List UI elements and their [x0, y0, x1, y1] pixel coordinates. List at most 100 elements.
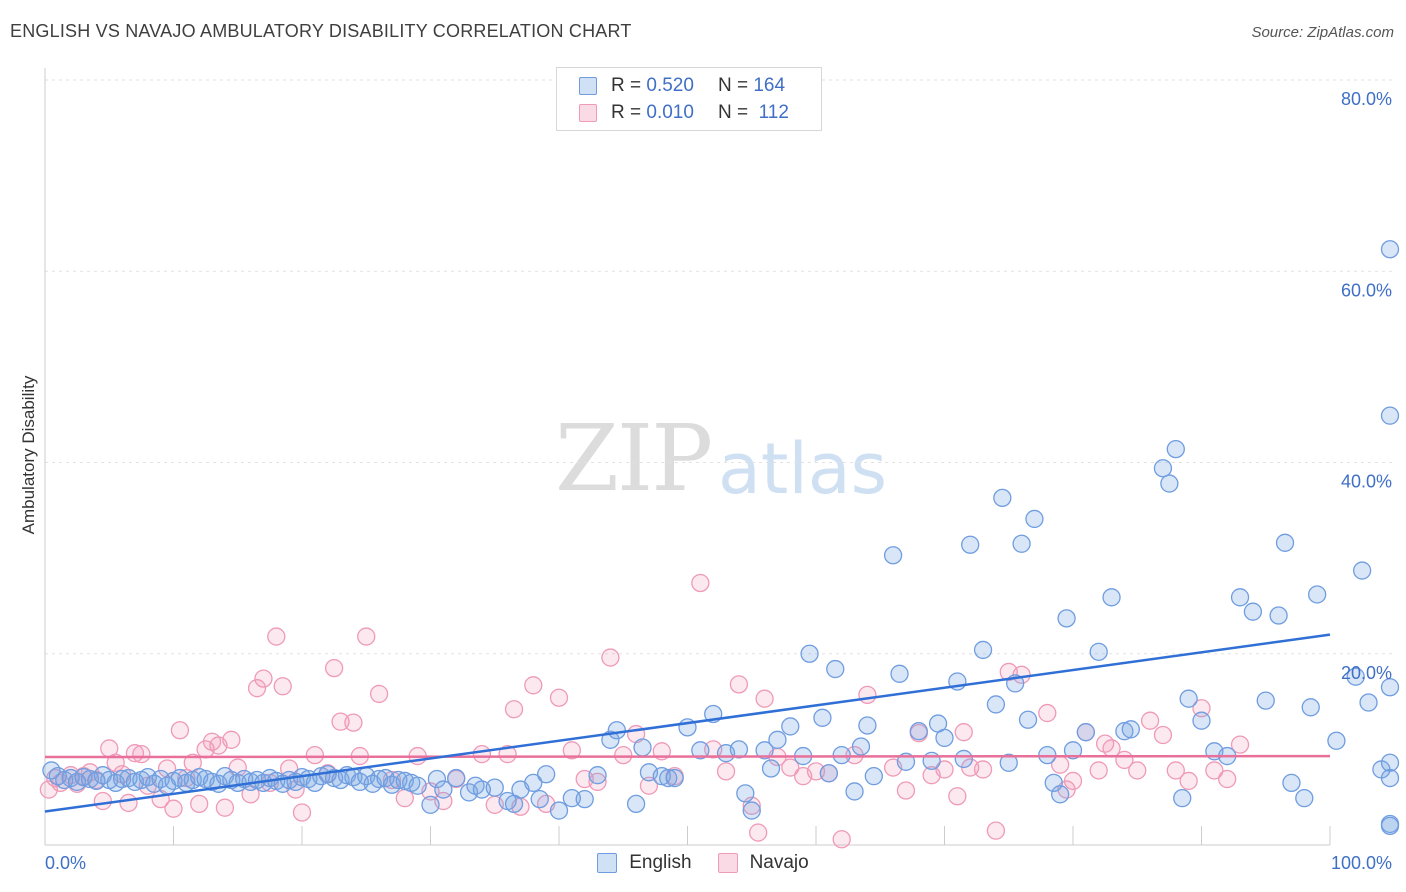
english-point: [781, 717, 800, 736]
english-point: [691, 741, 710, 760]
english-point: [1359, 693, 1378, 712]
english-point: [755, 741, 774, 760]
english-point: [659, 768, 678, 788]
series-legend: English Navajo: [0, 852, 1406, 874]
navajo-point: [273, 677, 292, 696]
english-point: [447, 768, 466, 788]
english-point: [1166, 439, 1185, 459]
english-point: [1352, 561, 1372, 580]
english-point: [883, 546, 903, 565]
english-point: [922, 751, 941, 770]
english-point: [761, 759, 781, 778]
legend-n-label: N =: [717, 102, 749, 123]
navajo-point: [305, 745, 325, 765]
english-point: [1179, 689, 1198, 708]
navajo-point: [1063, 771, 1083, 791]
navajo-point: [601, 648, 620, 667]
legend-r-english: 0.520: [646, 75, 694, 96]
english-point: [607, 721, 626, 740]
english-point: [1230, 588, 1250, 607]
english-legend-swatch: [597, 853, 618, 873]
navajo-point: [973, 760, 993, 779]
english-point: [1346, 667, 1365, 686]
english-point: [768, 730, 787, 749]
navajo-point: [1140, 711, 1160, 730]
navajo-point: [324, 658, 344, 678]
axis-labels: 20.0% 40.0% 60.0% 80.0% 0.0% 100.0% Ambulatory…: [19, 89, 1392, 873]
english-point: [665, 768, 684, 788]
correlation-legend: R = 0.520 N = 164 R = 0.010 N = 112: [556, 67, 822, 131]
english-point: [851, 737, 871, 756]
navajo-point: [935, 760, 954, 779]
english-point: [1051, 785, 1070, 804]
navajo-swatch: [579, 104, 597, 122]
x-tick-label-100: 100.0%: [1331, 853, 1392, 873]
navajo-point: [498, 745, 517, 764]
navajo-point: [749, 823, 768, 842]
navajo-point: [1166, 761, 1185, 780]
navajo-point: [267, 627, 286, 646]
navajo-point: [948, 787, 967, 806]
legend-item-navajo[interactable]: Navajo: [717, 852, 809, 874]
watermark-atlas: atlas: [718, 428, 888, 510]
navajo-point: [1192, 699, 1211, 718]
navajo-points: [39, 573, 1250, 849]
english-point: [858, 716, 877, 735]
english-point: [1380, 768, 1400, 788]
english-point: [524, 773, 543, 792]
english-point: [1063, 741, 1083, 760]
english-point: [427, 769, 447, 789]
english-point: [562, 788, 581, 808]
english-point: [1256, 691, 1275, 710]
english-point: [1327, 731, 1346, 750]
navajo-point: [254, 669, 273, 688]
navajo-point: [614, 745, 633, 765]
navajo-point: [1205, 761, 1224, 780]
legend-item-english[interactable]: English: [597, 852, 692, 874]
english-point: [1115, 722, 1134, 741]
navajo-point: [247, 679, 267, 698]
english-point: [826, 659, 845, 679]
axes: [44, 68, 1331, 846]
english-point: [890, 664, 909, 683]
navajo-trendline: [44, 754, 1331, 759]
navajo-point: [344, 713, 363, 732]
english-point: [1380, 753, 1400, 772]
english-point: [1121, 720, 1140, 739]
english-point: [1057, 609, 1076, 628]
navajo-point: [1230, 735, 1250, 754]
english-point: [935, 728, 954, 748]
navajo-point: [472, 745, 492, 764]
legend-r-label: R =: [611, 102, 642, 123]
english-trendline: [44, 633, 1331, 813]
english-point: [537, 765, 556, 784]
english-point: [1153, 459, 1173, 478]
navajo-point: [382, 770, 402, 790]
english-point: [485, 778, 504, 797]
english-point: [575, 789, 594, 809]
y-tick-label-60: 60.0%: [1341, 280, 1392, 300]
english-point: [864, 767, 883, 786]
english-point: [1160, 474, 1179, 493]
english-point: [1044, 773, 1063, 792]
navajo-point: [331, 712, 350, 731]
english-point: [832, 745, 851, 765]
navajo-point: [1128, 761, 1147, 780]
trendlines: [44, 633, 1331, 813]
english-point: [601, 730, 620, 749]
english-point: [819, 764, 838, 783]
navajo-point: [524, 676, 543, 695]
english-point: [800, 644, 819, 663]
navajo-point: [215, 798, 235, 817]
english-point: [1301, 698, 1320, 717]
english-point: [633, 738, 652, 757]
navajo-point: [504, 700, 524, 719]
navajo-point: [954, 723, 973, 742]
english-point: [1192, 711, 1211, 730]
navajo-point: [639, 776, 659, 795]
english-point: [1012, 534, 1031, 553]
navajo-point: [691, 573, 710, 593]
english-point: [1102, 588, 1121, 607]
english-point: [1269, 606, 1288, 625]
